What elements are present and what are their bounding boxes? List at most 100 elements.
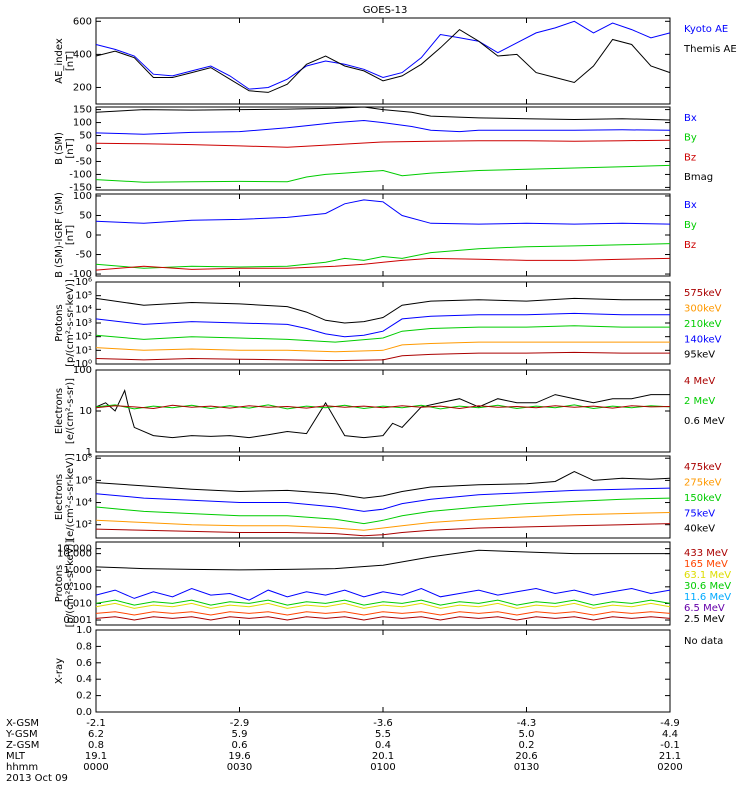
legend-30.6-mev: 30.6 MeV — [684, 581, 731, 592]
y-tick-label: -50 — [76, 250, 92, 261]
x-row-label: Z-GSM — [6, 740, 39, 751]
legend-kyoto-ae: Kyoto AE — [684, 24, 728, 35]
y-tick-label: 0.2 — [76, 691, 92, 702]
y-tick-label: 0.001 — [63, 615, 92, 626]
x-row-value: -3.6 — [373, 718, 393, 729]
series-bmag — [95, 106, 671, 121]
legend-75kev: 75keV — [684, 508, 715, 519]
panel-frame — [95, 193, 671, 277]
x-row-value: 20.6 — [515, 751, 537, 762]
y-tick-label: 200 — [73, 82, 92, 93]
y-tick-label: 100 — [73, 118, 92, 129]
x-row-value: -2.9 — [230, 718, 250, 729]
y-tick-label: 10 — [79, 406, 92, 417]
x-row-value: 19.1 — [85, 751, 107, 762]
legend-bz: Bz — [684, 240, 696, 251]
legend-bmag: Bmag — [684, 172, 713, 183]
x-row-value: 0.6 — [232, 740, 248, 751]
series-95kev — [95, 297, 670, 324]
legend-95kev: 95keV — [684, 350, 715, 361]
y-tick-label: 10⁴ — [75, 498, 92, 509]
series-bz — [95, 139, 671, 148]
x-row-value: 19.6 — [228, 751, 250, 762]
x-row-value: 0000 — [83, 762, 108, 773]
panel-frame — [95, 369, 671, 453]
x-row-value: 5.9 — [232, 729, 248, 740]
y-tick-label: 50 — [79, 131, 92, 142]
x-row-label: MLT — [6, 751, 26, 762]
legend-210kev: 210keV — [684, 319, 722, 330]
y-axis-label: X-ray — [54, 658, 65, 684]
series-by — [95, 164, 671, 183]
panel-5: 100 10 1 Electrons[e/(cm²-s-sr)] 4 MeV 2 MeV 0… — [54, 365, 725, 458]
legend-11.6-mev: 11.6 MeV — [684, 592, 731, 603]
y-tick-label: 600 — [73, 16, 92, 27]
legend-475kev: 475keV — [684, 462, 722, 473]
x-row-value: -4.3 — [517, 718, 537, 729]
y-tick-label: -100 — [69, 169, 92, 180]
legend-275kev: 275keV — [684, 477, 722, 488]
panel-4: 10⁶ 10⁵ 10⁴ 10³ 10² 10¹ 10⁰Protons[p/(cm²-s-sr… — [54, 277, 722, 370]
y-tick-label: 0.6 — [76, 658, 92, 669]
series-275kev — [95, 512, 671, 531]
y-tick-label: 50 — [79, 210, 92, 221]
y-tick-label: 10² — [75, 520, 92, 531]
x-row-value: 5.5 — [375, 729, 391, 740]
series-433-mev — [95, 616, 671, 621]
y-tick-label: 0.100 — [63, 582, 92, 593]
y-tick-label: 10⁶ — [75, 277, 92, 288]
y-axis-label: Electrons[e/(cm²-s-sr-keV)] — [54, 453, 76, 541]
legend-2.5-mev: 2.5 MeV — [684, 614, 725, 625]
date-label: 2013 Oct 09 — [6, 773, 68, 784]
x-row-value: 0.2 — [519, 740, 535, 751]
x-row-value: 0100 — [370, 762, 395, 773]
y-tick-label: 10⁶ — [75, 475, 92, 486]
series-6.5-mev — [95, 587, 671, 601]
x-row-value: 0030 — [227, 762, 252, 773]
y-tick-label: 10⁴ — [75, 304, 92, 315]
y-tick-label: -100 — [69, 269, 92, 280]
legend-2-mev: 2 MeV — [684, 396, 715, 407]
legend-by: By — [684, 220, 697, 231]
legend-63.1-mev: 63.1 MeV — [684, 570, 731, 581]
legend-bx: Bx — [684, 200, 697, 211]
legend-themis-ae: Themis AE — [683, 44, 737, 55]
legend-300kev: 300keV — [684, 303, 722, 314]
series-30.6-mev — [95, 599, 671, 606]
series-themis-ae — [95, 28, 671, 93]
x-row-value: 0130 — [514, 762, 539, 773]
x-row-value: 5.0 — [519, 729, 535, 740]
x-row-value: 4.4 — [662, 729, 678, 740]
legend-140kev: 140keV — [684, 334, 722, 345]
y-axis-label: B (SM)-IGRF (SM)[nT] — [54, 192, 76, 278]
series-bx — [95, 119, 671, 135]
y-tick-label: -50 — [76, 156, 92, 167]
x-row-value: 21.1 — [659, 751, 681, 762]
series-2.5-mev — [95, 549, 670, 571]
y-tick-label: 0.4 — [76, 674, 92, 685]
y-tick-label: 10⁸ — [75, 453, 92, 464]
y-axis-label: Protons[p/(cm²-s-sr-keV)] — [54, 540, 76, 628]
legend-bx: Bx — [684, 113, 697, 124]
x-row-value: -4.9 — [660, 718, 680, 729]
legend-4-mev: 4 MeV — [684, 376, 715, 387]
panel-8: 1.0 0.8 0.6 0.4 0.2 0.0 X-ray No data — [54, 625, 723, 718]
x-axis-table: X-GSM -2.1 -2.9 -3.6 -4.3 -4.9 Y-GSM 6.2 5.9 5.5 5… — [5, 718, 683, 784]
y-tick-label: 0.8 — [76, 641, 92, 652]
legend-6.5-mev: 6.5 MeV — [684, 603, 725, 614]
legend-433-mev: 433 MeV — [684, 548, 728, 559]
legend-bz: Bz — [684, 152, 696, 163]
series-150kev — [95, 497, 671, 525]
y-axis-label: Protons[p/(cm²-s-sr-keV)] — [54, 279, 76, 367]
series-210kev — [95, 325, 670, 343]
series-140kev — [95, 312, 670, 338]
y-tick-label: 1 — [86, 447, 92, 458]
y-tick-label: 100 — [73, 191, 92, 202]
series-kyoto-ae — [95, 20, 671, 90]
panel-frame — [95, 17, 671, 105]
